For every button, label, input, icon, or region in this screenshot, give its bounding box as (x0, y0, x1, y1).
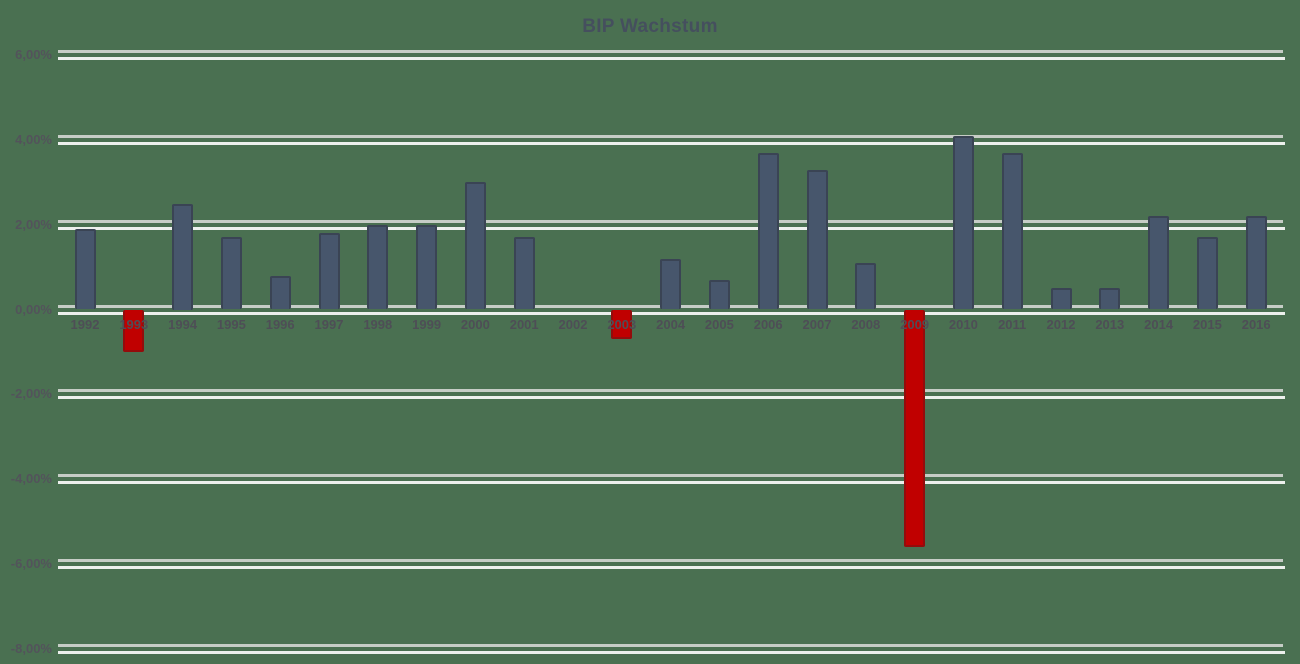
x-tick-label-2015: 2015 (1192, 317, 1222, 332)
x-tick-label-2016: 2016 (1241, 317, 1271, 332)
x-tick-label-1998: 1998 (363, 317, 393, 332)
x-tick-label-2005: 2005 (704, 317, 734, 332)
bar-2009 (904, 309, 926, 547)
bar-2011 (1001, 152, 1023, 310)
x-tick-label-1996: 1996 (265, 317, 295, 332)
gridline-2 (58, 219, 1285, 230)
chart-title: BIP Wachstum (582, 16, 718, 37)
bar-2014 (1148, 216, 1170, 310)
x-tick-label-2001: 2001 (509, 317, 539, 332)
bar-2012 (1050, 288, 1072, 310)
y-tick-label: -6,00% (10, 555, 52, 571)
x-tick-label-2004: 2004 (656, 317, 686, 332)
x-tick-label-2011: 2011 (998, 317, 1027, 332)
x-tick-label-2012: 2012 (1046, 317, 1076, 332)
bar-2004 (660, 258, 682, 310)
x-tick-label-2007: 2007 (802, 317, 832, 332)
y-tick-label: 2,00% (15, 216, 52, 232)
x-tick-label-2014: 2014 (1144, 317, 1174, 332)
bar-2005 (708, 279, 730, 310)
x-tick-label-2008: 2008 (851, 317, 881, 332)
bar-2016 (1245, 216, 1267, 310)
bar-2008 (855, 262, 877, 310)
bar-1995 (220, 237, 242, 310)
y-tick-label: -2,00% (10, 386, 52, 402)
bar-2013 (1099, 288, 1121, 310)
bar-2006 (757, 152, 779, 310)
bar-2000 (464, 182, 486, 310)
bar-1997 (318, 233, 340, 310)
bar-1999 (416, 224, 438, 310)
gridline--6 (58, 558, 1285, 569)
bar-1998 (367, 224, 389, 310)
gridline--8 (58, 643, 1285, 654)
bar-2015 (1196, 237, 1218, 310)
x-tick-label-2010: 2010 (948, 317, 978, 332)
bar-2003 (611, 309, 633, 340)
bar-1996 (269, 275, 291, 310)
x-tick-label-1995: 1995 (216, 317, 246, 332)
x-tick-label-2003: 2003 (607, 317, 637, 332)
gridline--2 (58, 389, 1285, 400)
x-tick-label-2002: 2002 (558, 317, 588, 332)
x-tick-label-2013: 2013 (1095, 317, 1125, 332)
gridline-4 (58, 134, 1285, 145)
y-tick-label: -4,00% (10, 471, 52, 487)
x-tick-label-2009: 2009 (900, 317, 930, 332)
x-tick-label-2006: 2006 (753, 317, 783, 332)
x-tick-label-1997: 1997 (314, 317, 344, 332)
gridline--4 (58, 474, 1285, 485)
y-tick-label: -8,00% (10, 640, 52, 656)
bar-2010 (952, 135, 974, 310)
x-tick-label-1994: 1994 (168, 317, 198, 332)
gridline-6 (58, 50, 1285, 61)
bar-1992 (74, 228, 96, 310)
y-tick-label: 0,00% (15, 301, 52, 317)
y-tick-label: 6,00% (15, 47, 52, 63)
x-tick-label-1999: 1999 (412, 317, 442, 332)
bar-2007 (806, 169, 828, 310)
bar-1993 (123, 309, 145, 352)
x-tick-label-2000: 2000 (460, 317, 490, 332)
bar-1994 (172, 203, 194, 310)
bar-2001 (513, 237, 535, 310)
x-tick-label-1993: 1993 (119, 317, 149, 332)
x-tick-label-1992: 1992 (70, 317, 100, 332)
y-tick-label: 4,00% (15, 131, 52, 147)
